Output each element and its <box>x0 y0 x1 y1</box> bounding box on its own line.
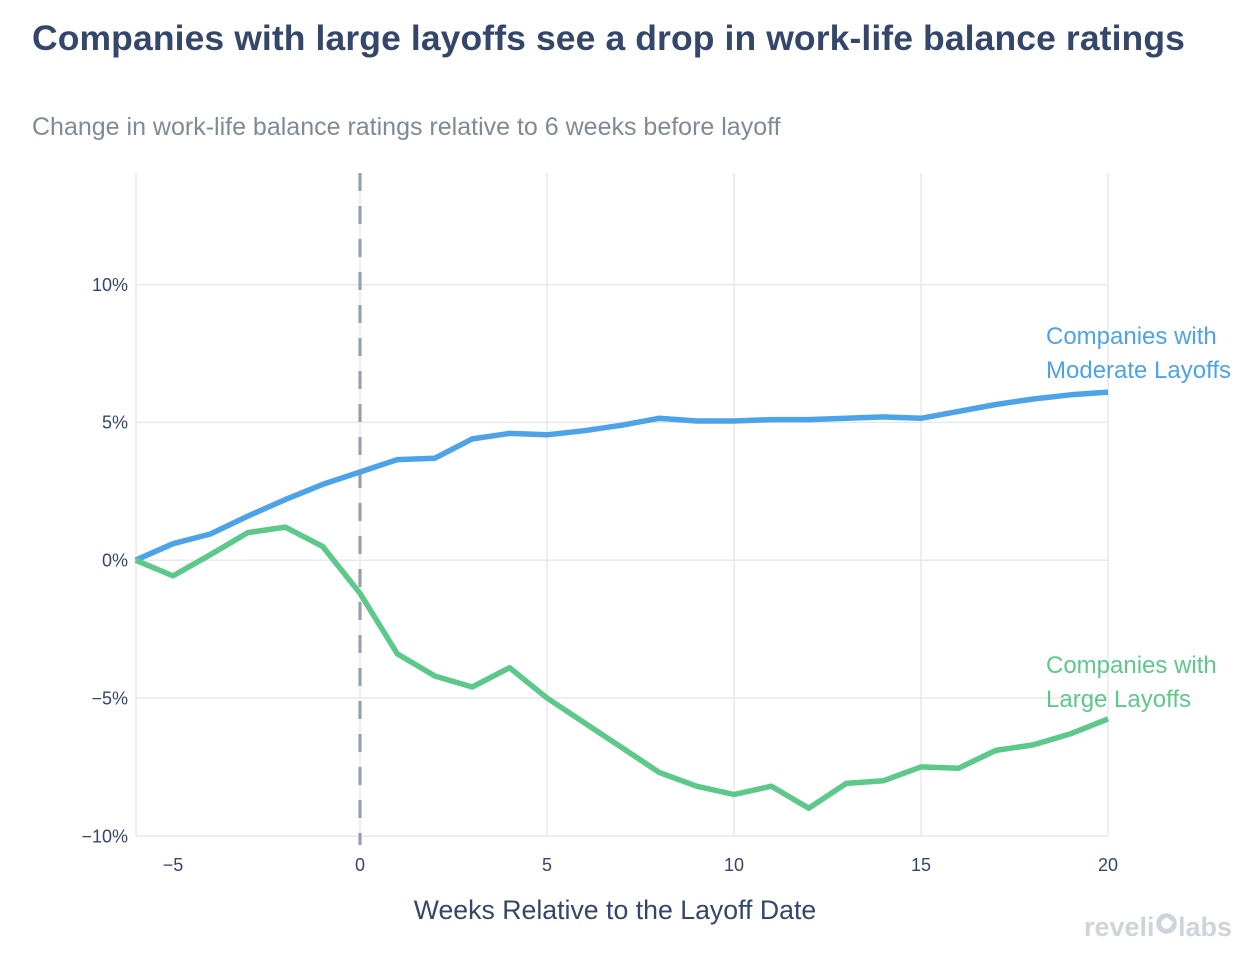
svg-text:Moderate Layoffs: Moderate Layoffs <box>1046 357 1231 384</box>
svg-text:5: 5 <box>542 855 552 875</box>
svg-text:20: 20 <box>1098 855 1118 875</box>
svg-text:5%: 5% <box>102 413 128 433</box>
svg-text:10%: 10% <box>92 275 128 295</box>
svg-text:Large Layoffs: Large Layoffs <box>1046 686 1191 713</box>
svg-text:−5: −5 <box>163 855 184 875</box>
svg-text:Companies with: Companies with <box>1046 323 1217 350</box>
svg-text:−10%: −10% <box>81 827 128 847</box>
svg-text:10: 10 <box>724 855 744 875</box>
svg-text:15: 15 <box>911 855 931 875</box>
svg-text:labs: labs <box>1178 912 1232 942</box>
svg-text:reveli: reveli <box>1084 912 1155 942</box>
svg-text:0%: 0% <box>102 551 128 571</box>
svg-text:0: 0 <box>355 855 365 875</box>
svg-text:Weeks Relative to the Layoff D: Weeks Relative to the Layoff Date <box>414 895 817 925</box>
svg-text:−5%: −5% <box>91 689 128 709</box>
svg-text:Companies with: Companies with <box>1046 652 1217 679</box>
